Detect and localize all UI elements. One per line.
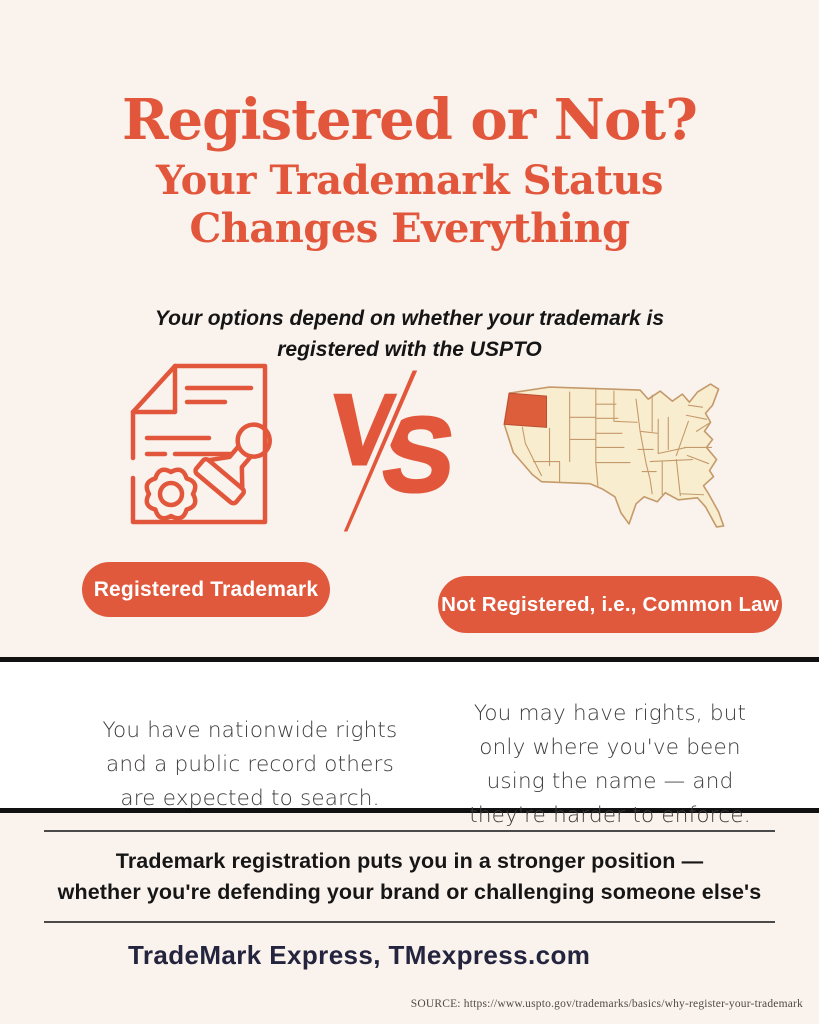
highlighted-states-washington-oregon [503, 392, 548, 428]
brand-name: TradeMark Express, TMexpress.com [128, 940, 591, 970]
divider-line-top [44, 830, 775, 832]
closing-statement-line2: whether you're defending your brand or c… [57, 880, 762, 904]
intro-text-inner: Your options depend on whether your trad… [154, 307, 665, 361]
seal-rosette-center [157, 480, 185, 508]
page-subtitle-text: Your Trademark Status Changes Everything [156, 157, 663, 253]
seal-rosette-icon [144, 467, 198, 521]
registered-description: You have nationwide rights and a public … [102, 717, 398, 811]
page-subtitle: Your Trademark Status Changes Everything [0, 157, 819, 253]
not-registered-pill: Not Registered, i.e., Common Law [438, 576, 782, 633]
us-map-state-borders [521, 389, 713, 497]
not-registered-pill-label: Not Registered, i.e., Common Law [441, 592, 779, 616]
document-fold [130, 363, 178, 415]
source-citation: SOURCE: https://www.uspto.gov/trademarks… [410, 998, 803, 1010]
stamped-document-icon [130, 363, 272, 525]
page-title: Registered or Not? [122, 86, 698, 153]
closing-statement: Trademark registration puts you in a str… [0, 846, 819, 908]
divider-line-bottom [44, 921, 775, 923]
vs-slash-icon [336, 365, 425, 537]
registered-trademark-pill-label: Registered Trademark [93, 577, 319, 601]
document-text-lines [144, 385, 254, 457]
closing-statement-line1: Trademark registration puts you in a str… [115, 849, 704, 873]
intro-text: Your options depend on whether your trad… [0, 303, 819, 365]
common-law-description: You may have rights, but only where you'… [469, 700, 751, 828]
rubber-stamp-icon [193, 422, 272, 506]
comparison-band: You have nationwide rights and a public … [0, 657, 819, 828]
us-map-icon [503, 383, 725, 528]
registered-trademark-pill: Registered Trademark [82, 562, 330, 617]
vs-graphic: V S [324, 364, 461, 538]
